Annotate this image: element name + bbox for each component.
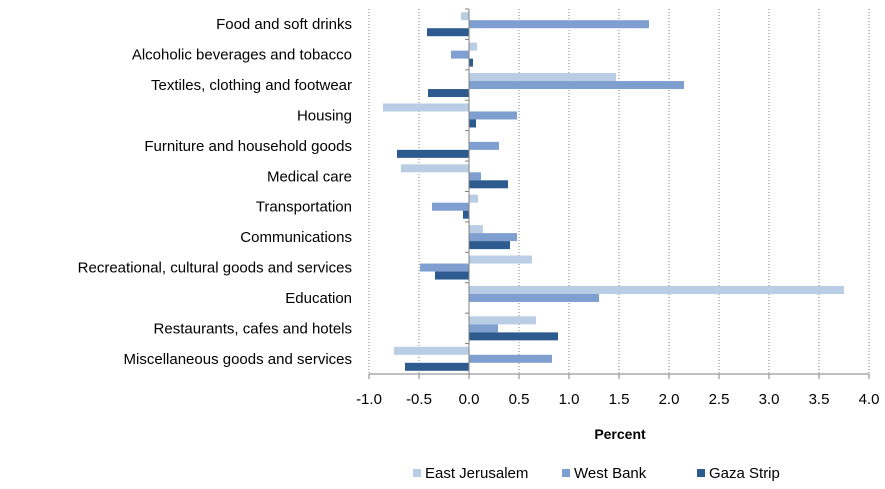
legend-label: Gaza Strip [709, 465, 780, 482]
category-label: Food and soft drinks [216, 16, 352, 33]
legend: East Jerusalem West Bank Gaza Strip [413, 465, 780, 482]
bar [469, 354, 552, 363]
bar [432, 202, 469, 211]
bar [435, 271, 469, 280]
bar [463, 210, 469, 219]
bar [469, 225, 483, 234]
bar [469, 316, 536, 325]
bar [427, 28, 469, 37]
category-labels: Food and soft drinks Alcoholic beverages … [78, 16, 352, 368]
x-tick-label: 0.0 [459, 391, 480, 408]
category-label: Alcoholic beverages and tobacco [132, 47, 352, 64]
bar [469, 172, 481, 181]
category-label: Housing [297, 107, 352, 124]
x-tick-label: 3.0 [759, 391, 780, 408]
category-label: Communications [240, 229, 352, 246]
bars [383, 12, 844, 371]
gridlines [368, 9, 870, 374]
bar [469, 73, 616, 82]
bar [451, 50, 469, 59]
bar [469, 293, 599, 302]
category-label: Medical care [267, 168, 352, 185]
x-axis-title: Percent [594, 426, 646, 442]
bar [469, 81, 684, 90]
bar [469, 58, 473, 67]
category-label: Transportation [256, 199, 352, 216]
x-tick-labels: -1.0 -0.5 0.0 0.5 1.0 1.5 2.0 2.5 3.0 3.5 4.0 [356, 391, 879, 408]
bar [461, 12, 469, 21]
x-tick-label: 1.5 [609, 391, 630, 408]
x-tick-label: -1.0 [356, 391, 382, 408]
bar [469, 42, 477, 51]
bar [394, 346, 469, 355]
category-label: Miscellaneous goods and services [124, 351, 352, 368]
legend-swatch [413, 469, 421, 477]
bar [420, 263, 469, 272]
x-tick-label: 1.0 [559, 391, 580, 408]
x-tick-label: -0.5 [406, 391, 432, 408]
bar [401, 164, 469, 173]
category-label: Textiles, clothing and footwear [151, 77, 352, 94]
category-label: Furniture and household goods [144, 138, 352, 155]
bar [383, 103, 469, 112]
bar [397, 149, 469, 158]
bar [469, 233, 517, 242]
legend-swatch [697, 469, 705, 477]
bar [405, 362, 469, 371]
legend-swatch [562, 469, 570, 477]
bar [469, 241, 510, 250]
x-tick-label: 3.5 [809, 391, 830, 408]
bar [428, 89, 469, 98]
legend-label: West Bank [574, 465, 647, 482]
bar [469, 119, 476, 128]
x-tick-label: 2.0 [659, 391, 680, 408]
category-label: Education [285, 290, 352, 307]
legend-label: East Jerusalem [425, 465, 528, 482]
bar [469, 180, 508, 189]
axes [368, 8, 870, 379]
category-label: Recreational, cultural goods and service… [78, 260, 352, 277]
category-label: Restaurants, cafes and hotels [154, 320, 352, 337]
bar [469, 324, 498, 333]
x-tick-label: 0.5 [509, 391, 530, 408]
x-tick-label: 2.5 [709, 391, 730, 408]
bar [469, 111, 517, 120]
x-tick-label: 4.0 [859, 391, 880, 408]
bar [469, 255, 532, 264]
bar [469, 141, 499, 150]
bar [469, 20, 649, 29]
bar [469, 194, 478, 203]
bar [469, 285, 844, 294]
bar [469, 332, 558, 341]
